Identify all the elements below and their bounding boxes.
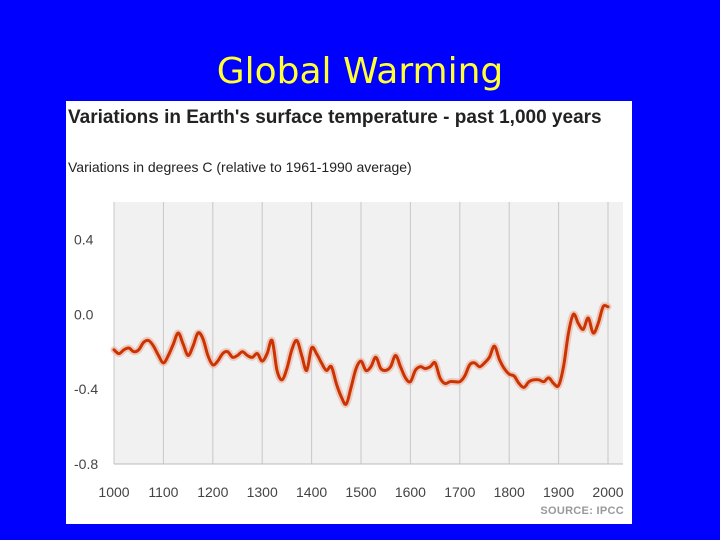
x-tick-label: 1400: [296, 484, 327, 500]
plot-area: [114, 202, 623, 464]
x-tick-label: 1900: [543, 484, 574, 500]
y-tick-label: 0.4: [74, 231, 94, 247]
x-tick-label: 1800: [494, 484, 525, 500]
x-tick-label: 1000: [98, 484, 129, 500]
x-tick-label: 1100: [148, 484, 178, 500]
temperature-line-chart: 1000 1100 1200 1300 1400 1500 1600 1700 1800 1900…: [74, 202, 624, 500]
x-tick-label: 2000: [592, 484, 623, 500]
x-tick-label: 1500: [345, 484, 376, 500]
chart-subtitle: Variations in degrees C (relative to 196…: [68, 159, 412, 175]
x-tick-label: 1200: [197, 484, 228, 500]
y-tick-label: 0.0: [74, 306, 94, 322]
series-line: [112, 304, 610, 406]
x-tick-label: 1300: [247, 484, 278, 500]
chart-source: SOURCE: IPCC: [540, 505, 624, 517]
x-tick-label: 1700: [444, 484, 475, 500]
chart-title: Variations in Earth's surface temperatur…: [68, 107, 602, 128]
y-tick-label: -0.8: [74, 456, 98, 472]
slide-title: Global Warming: [216, 51, 504, 92]
x-tick-label: 1600: [395, 484, 426, 500]
y-tick-label: -0.4: [74, 381, 98, 397]
chart-card: Variations in Earth's surface temperatur…: [66, 101, 632, 524]
